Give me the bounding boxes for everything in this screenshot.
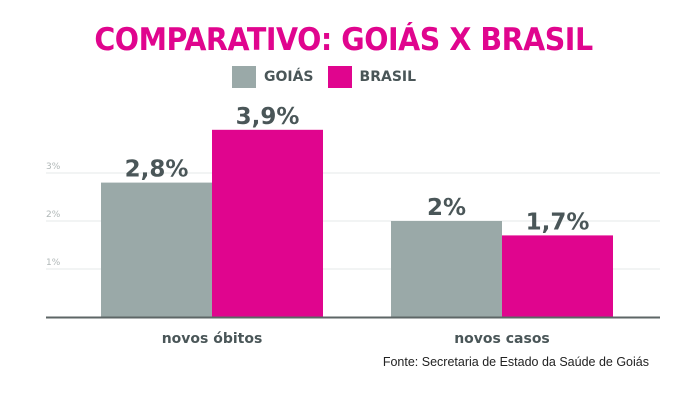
bar-brasil-0	[212, 129, 323, 317]
legend-item-goias: GOIÁS	[232, 66, 314, 88]
legend-swatch-goias	[232, 66, 256, 88]
data-label: 1,7%	[526, 209, 590, 235]
y-tick-label: 1%	[46, 258, 61, 268]
data-label: 2%	[427, 195, 466, 221]
x-category-label: novos casos	[454, 331, 550, 347]
bar-goias-1	[391, 221, 502, 317]
data-label: 2,8%	[125, 157, 189, 183]
x-category-label: novos óbitos	[162, 331, 263, 347]
data-label: 3,9%	[236, 104, 300, 130]
legend-label-goias: GOIÁS	[264, 69, 314, 85]
bar-goias-0	[101, 182, 212, 317]
legend: GOIÁS BRASIL	[232, 66, 430, 88]
y-tick-label: 3%	[46, 162, 61, 172]
source-note: Fonte: Secretaria de Estado da Saúde de …	[382, 355, 649, 369]
legend-swatch-brasil	[327, 66, 352, 88]
legend-label-brasil: BRASIL	[359, 69, 417, 85]
y-tick-label: 2%	[46, 210, 61, 220]
chart-title: COMPARATIVO: GOIÁS X BRASIL	[94, 22, 593, 58]
bar-brasil-1	[502, 235, 613, 317]
legend-item-brasil: BRASIL	[327, 66, 417, 88]
